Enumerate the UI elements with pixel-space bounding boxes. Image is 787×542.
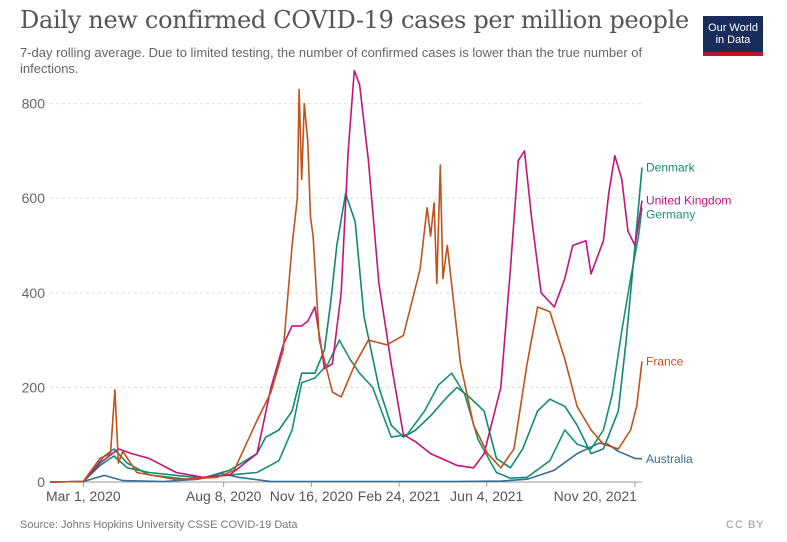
x-tick-label: Nov 16, 2020 (270, 488, 353, 504)
grid-lines (50, 103, 642, 388)
series-line-united-kingdom[interactable] (49, 69, 643, 483)
series-label-germany: Germany (646, 208, 695, 222)
series-label-australia: Australia (646, 452, 693, 466)
source-note[interactable]: Source: Johns Hopkins University CSSE CO… (20, 519, 298, 531)
license-label[interactable]: CC BY (726, 519, 765, 531)
logo-line-1: Our World (708, 22, 758, 34)
y-tick-label: 600 (22, 190, 46, 206)
series-label-denmark: Denmark (646, 160, 696, 174)
chart-subtitle: 7-day rolling average. Due to limited te… (20, 45, 643, 76)
x-tick-label: Aug 8, 2020 (186, 488, 262, 504)
x-tick-label: Mar 1, 2020 (46, 488, 121, 504)
series-line-australia[interactable] (49, 442, 643, 483)
logo-line-2: in Data (715, 34, 751, 46)
series-line-germany[interactable] (49, 207, 643, 483)
x-tick-label: Nov 20, 2021 (554, 488, 637, 504)
x-tick-label: Feb 24, 2021 (358, 488, 441, 504)
owid-logo[interactable]: Our World in Data (703, 16, 763, 56)
series-label-france: France (646, 354, 684, 368)
series-lines (49, 69, 643, 483)
series-line-france[interactable] (49, 88, 643, 483)
axes: 0 200 400 600 800 Mar 1, 2020 Aug 8, 2020 Nov 1… (22, 96, 642, 504)
chart-title: Daily new confirmed COVID-19 cases per m… (20, 6, 689, 34)
y-tick-label: 400 (22, 285, 46, 301)
y-tick-label: 800 (22, 96, 46, 112)
series-line-denmark[interactable] (49, 167, 643, 483)
y-tick-label: 0 (37, 474, 45, 490)
y-tick-label: 200 (22, 379, 46, 395)
series-label-united-kingdom: United Kingdom (646, 194, 731, 208)
x-tick-label: Jun 4, 2021 (450, 488, 523, 504)
